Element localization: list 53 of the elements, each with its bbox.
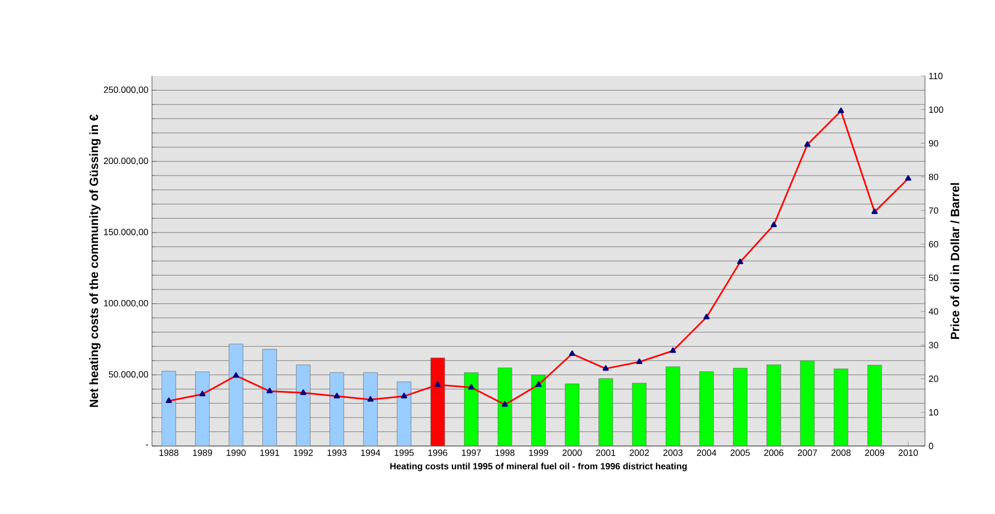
y2-tick-label: 80 xyxy=(928,174,938,180)
y-tick-label: 100.000,00 xyxy=(104,300,148,308)
x-tick-label: 1991 xyxy=(260,450,280,456)
bar xyxy=(867,364,882,446)
x-tick-label: 1995 xyxy=(394,450,414,456)
bar xyxy=(666,366,680,446)
bar xyxy=(732,368,748,446)
y2-tick-label: 110 xyxy=(929,72,943,80)
y2-tick-label: 50 xyxy=(928,274,938,282)
x-tick-label: 1998 xyxy=(496,450,515,456)
y2-tick-label: 40 xyxy=(928,308,938,315)
y-tick-label: 50.000,00 xyxy=(108,371,148,379)
x-axis-title: Heating costs until 1995 of mineral fuel oil - from 1996 district heating xyxy=(390,462,687,472)
bar xyxy=(195,372,210,446)
x-tick-label: 1988 xyxy=(159,450,178,456)
x-tick-label: 1992 xyxy=(294,450,313,456)
x-tick-label: 2005 xyxy=(730,450,750,456)
y-tick-label: 150.000,00 xyxy=(104,228,148,236)
x-tick-label: 2009 xyxy=(865,450,884,456)
bar xyxy=(531,374,546,446)
bar xyxy=(800,360,815,446)
x-tick-label: 2006 xyxy=(764,450,784,456)
bar xyxy=(262,349,277,446)
y2-tick-label: 0 xyxy=(928,442,934,450)
x-tick-label: 1990 xyxy=(226,450,246,456)
y-tick-label: - xyxy=(146,444,148,446)
x-tick-label: 2007 xyxy=(798,450,817,456)
bar xyxy=(396,382,412,446)
y2-tick-label: 60 xyxy=(929,240,938,248)
x-tick-label: 2001 xyxy=(596,450,616,456)
x-tick-label: 2004 xyxy=(696,450,716,456)
y2-tick-label: 90 xyxy=(928,140,938,146)
x-tick-label: 2003 xyxy=(663,450,683,456)
x-tick-label: 2002 xyxy=(630,450,649,456)
x-tick-label: 1994 xyxy=(361,450,380,456)
y2-axis-title: Price of oil in Dollar / Barrel xyxy=(950,183,960,339)
x-tick-label: 1996 xyxy=(428,450,448,456)
x-tick-label: 1993 xyxy=(328,450,346,456)
y2-tick-label: 100 xyxy=(929,106,944,113)
y-tick-label: 200.000,00 xyxy=(104,158,148,166)
x-tick-label: 1997 xyxy=(462,450,481,456)
y2-tick-label: 70 xyxy=(929,207,938,214)
x-tick-label: 2000 xyxy=(562,450,582,456)
y2-tick-label: 20 xyxy=(929,376,938,382)
x-tick-label: 2008 xyxy=(831,450,851,456)
x-tick-label: 2010 xyxy=(898,450,918,456)
y-tick-label: 250.000,00 xyxy=(104,86,148,94)
x-tick-label: 1999 xyxy=(529,450,548,456)
y-axis-title: Net heating costs of the community of Güssing in € xyxy=(89,114,101,407)
bar xyxy=(162,370,176,446)
x-tick-label: 1989 xyxy=(193,450,212,456)
y2-tick-label: 30 xyxy=(928,342,938,348)
y2-tick-label: 10 xyxy=(929,409,938,416)
